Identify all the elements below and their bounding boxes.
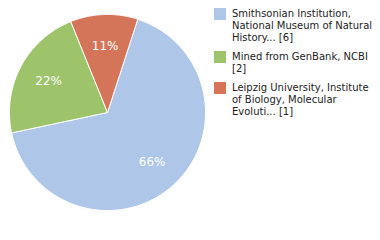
- html-text:Mined from GenBank, NCBI [2]: Mined from GenBank, NCBI [2]: [232, 51, 368, 74]
- html-text:Leipzig University, Institute: Leipzig University, Institute of Biology…: [232, 82, 369, 117]
- svg-text:66%: 66%: [139, 155, 166, 169]
- svg-text:22%: 22%: [35, 74, 62, 88]
- svg-text:11%: 11%: [92, 39, 119, 53]
- html-text:Smithsonian Institution, Natio: Smithsonian Institution, National Museum…: [232, 8, 373, 43]
